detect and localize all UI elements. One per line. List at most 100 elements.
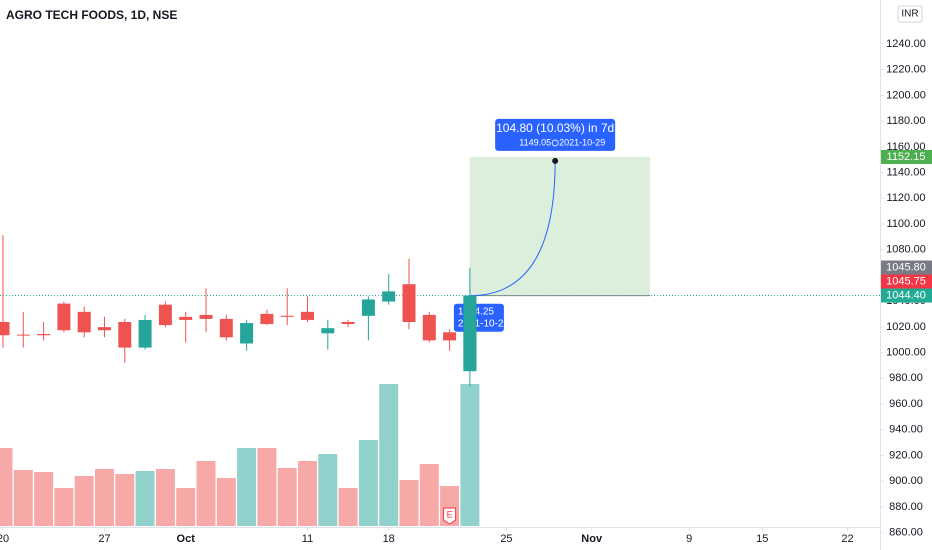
clock-icon: [551, 139, 559, 147]
volume-bar: [237, 448, 257, 526]
y-tick-label: 1000.00: [886, 347, 926, 359]
volume-bar: [257, 448, 277, 526]
candle-body: [179, 316, 193, 320]
candle-body: [321, 328, 335, 334]
volume-bar: [115, 474, 135, 526]
x-tick-label: Oct: [177, 533, 196, 545]
y-tick-label: 920.00: [889, 449, 923, 461]
price-label: 1045.80: [886, 261, 926, 273]
chart-title: AGRO TECH FOODS, 1D, NSE: [6, 8, 177, 22]
candle-body: [16, 334, 30, 336]
volume-bar: [13, 470, 33, 526]
candle-body: [98, 327, 111, 331]
price-label-box: [881, 274, 932, 289]
volume-bar: [399, 480, 419, 526]
measure-arrow: [469, 160, 556, 297]
volume-bar: [54, 488, 74, 526]
price-label: 1045.75: [886, 275, 926, 287]
volume-bar: [196, 461, 216, 526]
candle-body: [158, 304, 172, 326]
price-label-box: [881, 260, 932, 275]
candle-body: [57, 303, 71, 331]
y-tick-label: 960.00: [889, 398, 923, 410]
candle-body: [463, 295, 477, 372]
volume-bar: [135, 471, 155, 526]
candle-body: [219, 318, 233, 338]
target-zone: [469, 156, 650, 296]
plot-area: [0, 156, 880, 526]
volume-bar: [298, 461, 317, 526]
x-tick-label: 15: [756, 533, 768, 545]
y-tick-label: 860.00: [889, 527, 923, 539]
volume-bar: [216, 478, 236, 526]
candle-body: [199, 314, 213, 319]
volume-bar: [95, 469, 114, 526]
candle-body: [0, 322, 10, 336]
candle-body: [240, 323, 254, 344]
candle-body: [382, 291, 396, 302]
candle-body: [422, 314, 436, 341]
y-tick-label: 980.00: [889, 372, 923, 384]
volume-bar: [419, 464, 439, 526]
currency: INR: [901, 9, 918, 20]
measure-text: 104.80 (10.03%) in 7d: [496, 121, 614, 135]
y-tick-label: 1160.00: [887, 141, 926, 153]
x-tick-label: Nov: [581, 533, 603, 545]
start-date: 2021-10-22: [458, 318, 510, 329]
y-tick-label: 1100.00: [887, 218, 926, 230]
y-tick-label: 1120.00: [887, 192, 926, 204]
price-label-box: [881, 288, 932, 303]
candle-body: [260, 313, 274, 325]
x-tick-label: 9: [686, 533, 692, 545]
y-tick-label: 1220.00: [886, 64, 926, 76]
volume-bar: [460, 384, 480, 526]
measure-end: [552, 157, 559, 164]
y-tick-label: 940.00: [889, 424, 923, 436]
volume-bar: [155, 469, 175, 526]
event-marker: [443, 507, 457, 525]
x-tick-label: 22: [841, 533, 853, 545]
x-tick-label: 11: [302, 533, 313, 545]
candle-body: [361, 299, 375, 316]
volume-bar: [318, 454, 338, 526]
x-tick-label: 27: [98, 533, 110, 545]
measure-price: 1149.05: [519, 137, 551, 147]
candle-body: [37, 333, 51, 336]
x-tick-label: 18: [383, 533, 395, 545]
candle-body: [301, 311, 314, 320]
candle-body: [443, 332, 457, 341]
candle-body: [77, 311, 91, 333]
volume-bar: [34, 472, 54, 526]
candle-body: [118, 322, 132, 348]
x-tick-label: 20: [0, 533, 9, 545]
y-tick-label: 1240.00: [886, 38, 926, 50]
volume-bar: [277, 468, 297, 526]
y-tick-label: 1020.00: [886, 321, 926, 333]
price-label: 1152.15: [887, 151, 926, 163]
measure-box: [495, 118, 616, 151]
price-label-box: [881, 149, 932, 164]
price-label: 1044.40: [886, 289, 926, 301]
y-tick-label: 1080.00: [886, 244, 926, 256]
y-tick-label: 880.00: [889, 501, 923, 513]
volume-bar: [338, 488, 358, 526]
candle-body: [138, 319, 152, 348]
measure-date: 2021-10-29: [559, 137, 605, 147]
currency-box: [897, 5, 923, 23]
volume-bar: [358, 440, 378, 526]
y-tick-label: 1140.00: [887, 166, 926, 178]
candle-body: [341, 322, 355, 325]
volume-bar: [74, 476, 94, 526]
volume-bar: [379, 384, 399, 526]
candle-body: [402, 284, 416, 323]
event-label: E: [447, 509, 453, 519]
volume-bar: [0, 448, 13, 526]
volume-bar: [176, 488, 196, 526]
candle-body: [280, 315, 294, 317]
y-tick-label: 1200.00: [886, 89, 926, 101]
x-tick-label: 25: [500, 533, 512, 545]
y-tick-label: 1180.00: [887, 115, 926, 127]
y-tick-label: 900.00: [889, 475, 923, 487]
